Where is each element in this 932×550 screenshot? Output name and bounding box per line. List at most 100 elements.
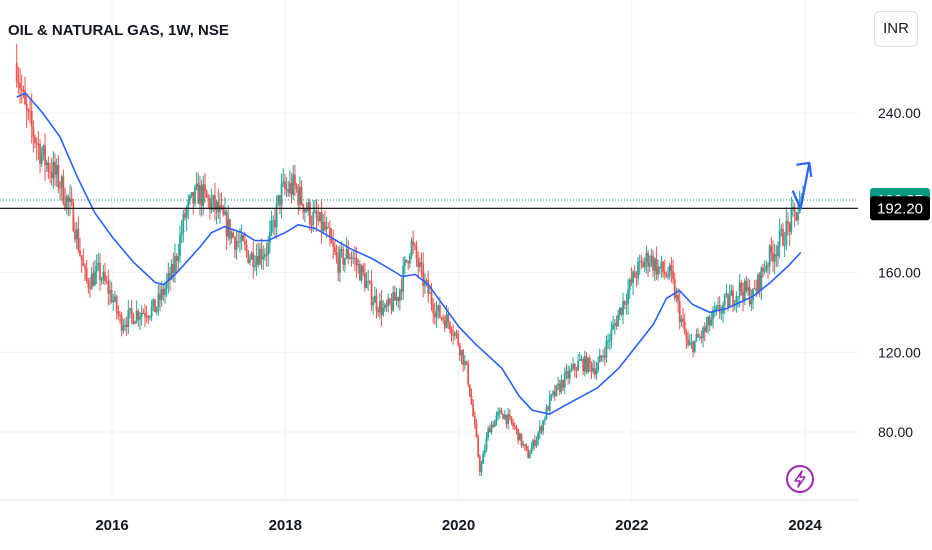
candle-body <box>560 380 563 392</box>
candle-body <box>535 439 538 446</box>
candle-body <box>753 288 756 290</box>
candle-body <box>27 110 30 112</box>
candle-body <box>748 287 751 305</box>
candle-body <box>299 186 301 205</box>
candle-body <box>152 299 155 307</box>
candle-body <box>650 255 653 263</box>
candle-body <box>84 265 86 269</box>
candle-body <box>195 183 198 188</box>
candle-body <box>768 245 771 267</box>
candle-body <box>742 291 744 300</box>
candle-body <box>127 309 130 327</box>
candle-body <box>557 383 560 386</box>
candle-body <box>473 416 476 424</box>
candle-body <box>185 208 188 218</box>
candle-body <box>377 309 380 313</box>
candle-body <box>498 410 501 413</box>
candle-body <box>64 203 66 208</box>
candle-body <box>568 370 571 379</box>
chart-title: OIL & NATURAL GAS, 1W, NSE <box>8 22 229 39</box>
candle-body <box>35 142 38 144</box>
candle-body <box>457 334 460 345</box>
candle-body <box>192 192 195 204</box>
candle-body <box>690 341 693 343</box>
candle-body <box>287 189 290 193</box>
candle-body <box>254 265 256 268</box>
candle-body <box>698 336 701 338</box>
time-scale[interactable]: 2016 2018 2020 2022 2024 <box>95 517 822 534</box>
candle-body <box>532 440 535 448</box>
candle-body <box>363 272 366 289</box>
candle-body <box>692 341 694 353</box>
candle-body <box>620 307 623 315</box>
candle-body <box>578 359 581 361</box>
candle-body <box>175 256 178 262</box>
candle-body <box>685 332 688 340</box>
lightning-bolt-icon[interactable] <box>786 465 814 493</box>
candle-body <box>305 209 308 212</box>
candle-body <box>194 187 196 204</box>
candle-body <box>357 263 360 266</box>
candle-body <box>262 256 265 260</box>
candle-body <box>40 154 43 164</box>
candle-body <box>755 288 758 292</box>
candle-body <box>608 340 611 342</box>
candle-body <box>102 272 105 280</box>
candle-body <box>172 264 175 273</box>
candle-body <box>167 273 170 282</box>
candle-body <box>220 205 223 208</box>
candle-body <box>550 394 553 397</box>
candle-body <box>637 261 639 279</box>
candle-body <box>212 195 215 202</box>
candle-body <box>350 257 353 259</box>
candle-body <box>478 456 481 473</box>
candle-body <box>149 316 151 318</box>
candle-body <box>442 317 445 320</box>
candle-body <box>114 296 116 301</box>
candle-body <box>617 314 619 327</box>
currency-button[interactable]: INR <box>874 11 918 47</box>
candle-body <box>234 237 236 250</box>
candle-body <box>598 355 601 363</box>
price-scale[interactable]: 240.00 160.00 120.00 80.00 <box>878 105 921 440</box>
candle-body <box>665 274 668 277</box>
candle-body <box>702 327 704 339</box>
candle-body <box>367 281 370 283</box>
candle-body <box>269 232 271 243</box>
candle-body <box>773 254 776 262</box>
candle-body <box>782 229 784 246</box>
candle-body <box>708 316 711 326</box>
candle-body <box>385 304 388 307</box>
candle-body <box>730 290 733 296</box>
candle-body <box>493 420 496 427</box>
candle-body <box>567 371 570 379</box>
candle-body <box>778 230 781 247</box>
candle-body <box>747 287 749 291</box>
candle-body <box>372 302 375 306</box>
candle-body <box>327 226 330 228</box>
candle-body <box>638 261 641 263</box>
candle-body <box>179 235 181 256</box>
candle-body <box>130 308 133 315</box>
candle-body <box>422 264 425 287</box>
candle-body <box>443 319 446 328</box>
candle-body <box>715 306 718 311</box>
candle-body <box>427 280 430 294</box>
candle-body <box>417 258 420 268</box>
candle-body <box>737 296 739 298</box>
candle-body <box>447 314 450 323</box>
candle-body <box>90 273 93 290</box>
candle-body <box>37 143 40 145</box>
candle-body <box>505 414 508 424</box>
candle-body <box>358 263 361 281</box>
candle-body <box>264 254 266 257</box>
candle-body <box>687 339 689 346</box>
candle-body <box>297 189 300 205</box>
candle-body <box>540 426 543 432</box>
candle-body <box>177 255 180 262</box>
candle-body <box>19 83 21 89</box>
annotation-arrow[interactable] <box>791 161 813 210</box>
candle-body <box>680 318 683 323</box>
candle-body <box>583 356 586 372</box>
